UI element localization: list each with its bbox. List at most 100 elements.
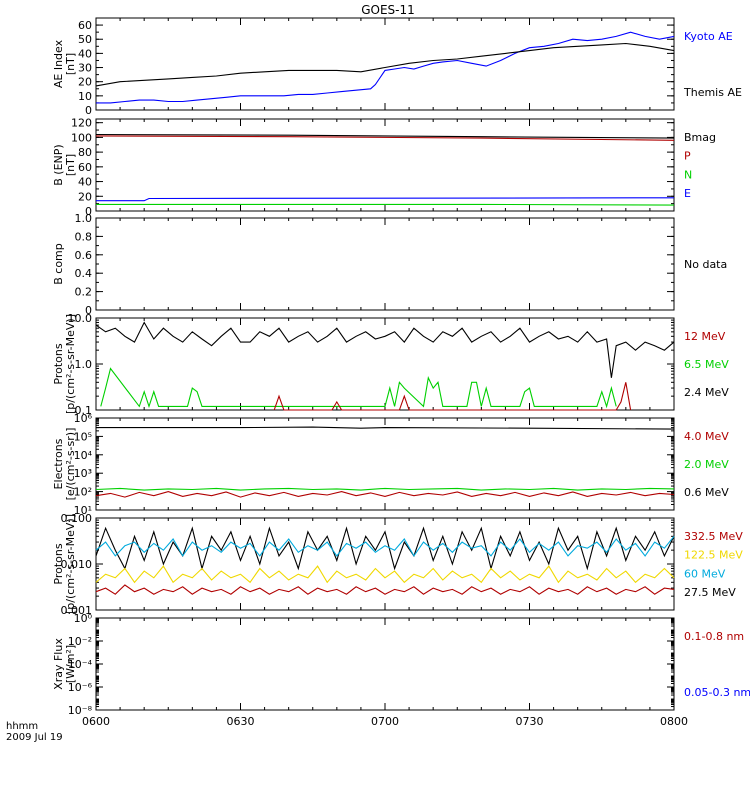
legend-entry: 2.4 MeV	[684, 386, 729, 399]
y-tick-label: 50	[78, 33, 92, 46]
y-tick-label: 0.001	[61, 604, 93, 617]
y-axis-label: Xray Flux	[52, 638, 65, 690]
panel-frame	[95, 118, 675, 212]
series-line	[95, 42, 675, 87]
y-tick-label: 60	[78, 19, 92, 32]
legend-entry: 27.5 MeV	[684, 586, 736, 599]
series-line	[96, 197, 675, 202]
y-tick-label: 40	[78, 176, 92, 189]
panel-3: 0.1 1.0 10.0 Protons [p/(cm²-s-sr-MeV)] 12 Me…	[52, 312, 729, 417]
legend-entry: E	[684, 187, 691, 200]
legend-entry: Kyoto AE	[684, 30, 733, 43]
series-line	[95, 491, 675, 498]
y-tick-label: 10¹	[74, 504, 92, 517]
legend-entry: Bmag	[684, 131, 716, 144]
y-axis-label: [W/m²]	[64, 645, 77, 683]
x-tick-label: 0700	[371, 715, 399, 728]
series-line	[96, 31, 675, 104]
legend-entry: 4.0 MeV	[684, 430, 729, 443]
y-tick-label: 10⁻⁸	[68, 704, 93, 717]
y-tick-label: 0.010	[61, 558, 93, 571]
y-tick-label: 0	[85, 304, 92, 317]
x-tick-label: 0730	[516, 715, 544, 728]
y-tick-label: 10⁻²	[68, 635, 92, 648]
y-tick-label: 20	[78, 76, 92, 89]
y-tick-label: 10²	[74, 486, 92, 499]
legend-entry: 6.5 MeV	[684, 358, 729, 371]
y-tick-label: 20	[78, 190, 92, 203]
panel-6: 10⁻⁸ 10⁻⁶ 10⁻⁴ 10⁻² 10⁰ Xray Flux [W/m²] 0.1-0.…	[52, 612, 750, 728]
x-tick-label: 0600	[82, 715, 110, 728]
panel-frame	[95, 217, 675, 311]
y-tick-label: 0.100	[61, 512, 93, 525]
legend-entry: 0.6 MeV	[684, 486, 729, 499]
y-tick-label: 1.0	[75, 212, 93, 225]
legend-entry: 0.05-0.3 nm	[684, 686, 750, 699]
x-tick-label: 0630	[227, 715, 255, 728]
y-tick-label: 0	[85, 205, 92, 218]
series-line	[95, 565, 675, 584]
y-axis-label: B comp	[52, 243, 65, 285]
panel-frame	[95, 17, 675, 111]
y-axis-label: [nT]	[64, 53, 77, 75]
series-line	[95, 526, 675, 571]
y-tick-label: 0.4	[75, 267, 93, 280]
y-tick-label: 0.2	[75, 286, 93, 299]
y-tick-label: 10⁴	[74, 449, 93, 462]
y-axis-label: AE Index	[52, 39, 65, 88]
y-axis-label: B (ENP)	[52, 144, 65, 185]
panel-frame	[95, 617, 675, 711]
y-axis-label: Electrons	[52, 438, 65, 489]
legend-entry: 332.5 MeV	[684, 530, 743, 543]
legend-entry: 122.5 MeV	[684, 549, 743, 562]
y-axis-label: Protons	[52, 543, 65, 584]
y-tick-label: 10³	[74, 467, 92, 480]
series-line	[100, 367, 617, 409]
series-line	[96, 203, 675, 206]
y-tick-label: 10⁰	[74, 612, 93, 625]
panel-5: 0.001 0.010 0.100 Protons [p/(cm²-s-sr-MeV)]…	[52, 512, 743, 617]
legend-entry: N	[684, 168, 692, 181]
y-tick-label: 40	[78, 47, 92, 60]
y-axis-label: Protons	[52, 343, 65, 384]
legend-entry: 0.1-0.8 nm	[684, 630, 744, 643]
legend-entry: 2.0 MeV	[684, 458, 729, 471]
y-tick-label: 10⁶	[74, 412, 93, 425]
legend-entry: Themis AE	[683, 86, 742, 99]
series-line	[96, 426, 675, 430]
footer-date: 2009 Jul 19	[6, 732, 63, 743]
legend-entry: 60 MeV	[684, 567, 726, 580]
series-line	[95, 584, 675, 595]
y-tick-label: 0.8	[75, 230, 93, 243]
y-tick-label: 30	[78, 62, 92, 75]
y-tick-label: 100	[71, 131, 92, 144]
series-line	[95, 535, 675, 557]
y-axis-label: [p/(cm²-s-sr-MeV)]	[64, 314, 77, 414]
y-axis-label: [p/(cm²-s-sr-MeV)]	[64, 514, 77, 614]
y-tick-label: 0.6	[75, 249, 93, 262]
y-tick-label: 60	[78, 161, 92, 174]
y-tick-label: 10	[78, 90, 92, 103]
y-tick-label: 1.0	[75, 358, 93, 371]
legend-entry: No data	[684, 258, 727, 271]
chart-title: GOES-11	[361, 3, 415, 17]
y-tick-label: 120	[71, 117, 92, 130]
y-tick-label: 10.0	[68, 312, 93, 325]
y-tick-label: 80	[78, 146, 92, 159]
footer-hhmm: hhmm	[6, 721, 38, 732]
y-tick-label: 10⁵	[74, 430, 92, 443]
y-axis-label: [nT]	[64, 154, 77, 176]
x-tick-label: 0800	[660, 715, 688, 728]
y-axis-label: [e/(cm²-s-sr)]	[64, 428, 77, 501]
series-line	[95, 487, 675, 491]
series-line	[95, 133, 675, 139]
legend-entry: P	[684, 150, 691, 163]
series-line	[95, 135, 675, 141]
y-tick-label: 0.1	[75, 404, 93, 417]
panel-4: 10¹ 10² 10³ 10⁴ 10⁵ 10⁶ Electrons [e/(cm²-s-sr)…	[52, 412, 729, 517]
y-tick-label: 10⁻⁶	[68, 681, 93, 694]
